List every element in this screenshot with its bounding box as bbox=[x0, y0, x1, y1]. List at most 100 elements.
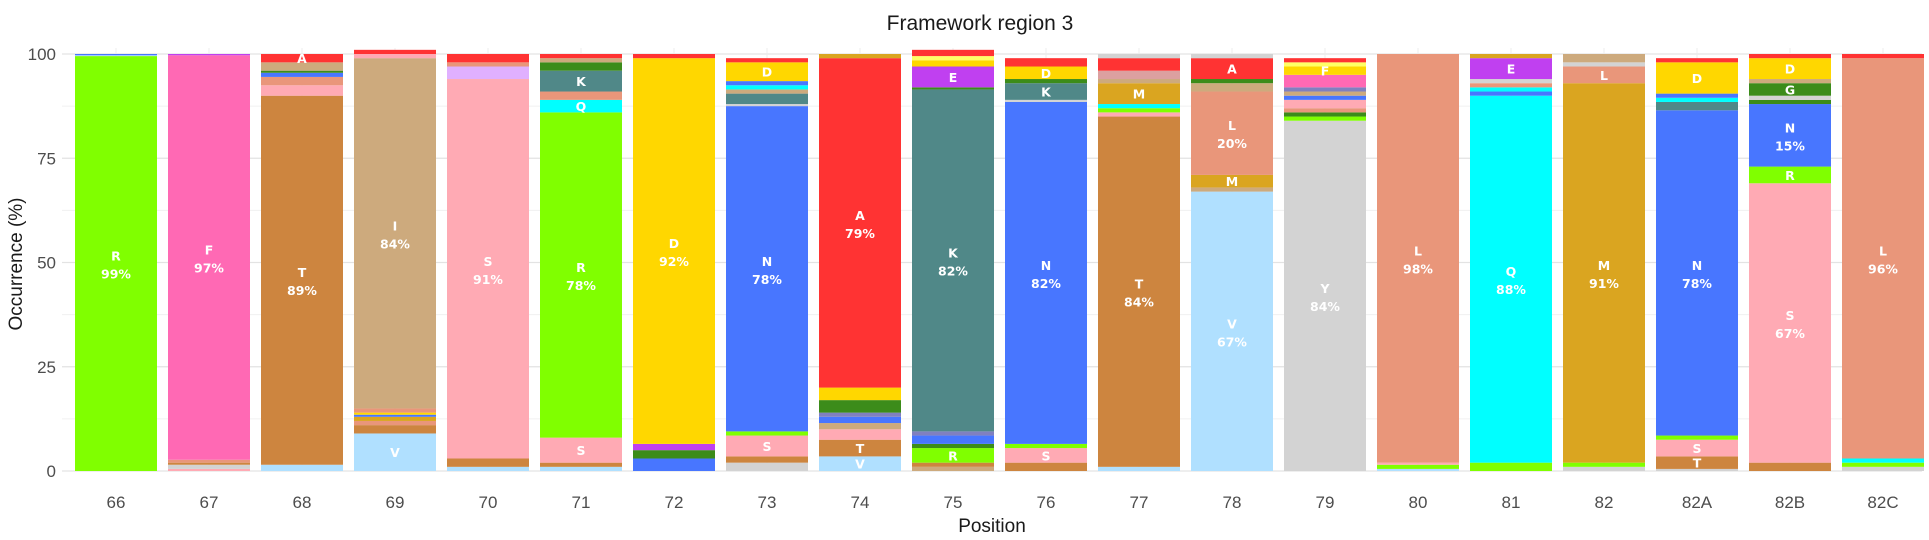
bar-segment-77-Q bbox=[1098, 104, 1180, 109]
bar-segment-77-S bbox=[1098, 112, 1180, 117]
segment-letter-label: K bbox=[1041, 85, 1052, 100]
bar-segment-78-M bbox=[1191, 174, 1273, 188]
bar-segment-75-A bbox=[912, 49, 994, 57]
x-tick-label: 77 bbox=[1130, 493, 1149, 512]
bar-segment-79-I bbox=[1284, 91, 1366, 96]
bar-segment-75-N bbox=[912, 435, 994, 444]
bar-segment-71-I bbox=[540, 58, 622, 63]
y-tick-label: 0 bbox=[47, 462, 56, 481]
bar-segment-80-L bbox=[1377, 54, 1459, 463]
bar-segment-82C-R bbox=[1842, 462, 1924, 467]
segment-letter-label: Q bbox=[1506, 264, 1517, 279]
bar-segment-75-I bbox=[912, 466, 994, 471]
bar-segment-79-S bbox=[1284, 99, 1366, 109]
bar-segment-82-Y bbox=[1563, 466, 1645, 471]
segment-letter-label: N bbox=[762, 254, 772, 269]
segment-letter-label: L bbox=[1414, 243, 1422, 258]
bar-segment-78-I bbox=[1191, 187, 1273, 192]
bar-segment-78-A bbox=[1191, 58, 1273, 80]
segment-letter-label: T bbox=[1135, 277, 1144, 292]
bar-segment-74-H bbox=[819, 412, 901, 417]
segment-letter-label: L bbox=[1879, 243, 1887, 258]
segment-percent-label: 99% bbox=[101, 267, 131, 282]
segment-letter-label: L bbox=[1600, 68, 1608, 83]
x-tick-label: 70 bbox=[479, 493, 498, 512]
bar-segment-70-T bbox=[447, 458, 529, 467]
bar-segment-67-S bbox=[168, 468, 250, 471]
segment-letter-label: K bbox=[576, 74, 587, 89]
y-tick-label: 75 bbox=[37, 149, 56, 168]
segment-letter-label: V bbox=[1227, 316, 1237, 331]
segment-letter-label: S bbox=[1041, 448, 1050, 463]
segment-letter-label: N bbox=[1785, 120, 1795, 135]
segment-percent-label: 78% bbox=[752, 272, 782, 287]
bar-segment-76-G bbox=[1005, 79, 1087, 84]
bar-segment-71-L bbox=[540, 91, 622, 100]
bar-segment-73-A bbox=[726, 58, 808, 63]
bar-segment-77-A bbox=[1098, 58, 1180, 71]
bar-segment-75-T bbox=[912, 462, 994, 467]
bar-segment-68-N bbox=[261, 72, 343, 77]
x-tick-label: 82 bbox=[1595, 493, 1614, 512]
bar-segment-79-R bbox=[1284, 116, 1366, 121]
x-tick-label: 72 bbox=[665, 493, 684, 512]
x-tick-label: 80 bbox=[1409, 493, 1428, 512]
segment-percent-label: 97% bbox=[194, 260, 224, 275]
segment-letter-label: F bbox=[1321, 64, 1330, 79]
bar-segment-74-M bbox=[819, 54, 901, 59]
bar-segment-78-V bbox=[1191, 191, 1273, 472]
segment-letter-label: F bbox=[205, 242, 214, 257]
y-tick-label: 50 bbox=[37, 254, 56, 273]
segment-percent-label: 84% bbox=[380, 236, 410, 251]
bar-segment-82B-S bbox=[1749, 183, 1831, 463]
bar-segment-71-A bbox=[540, 54, 622, 59]
bar-segment-78-L bbox=[1191, 91, 1273, 175]
bar-segment-73-I bbox=[726, 89, 808, 94]
x-tick-label: 82C bbox=[1867, 493, 1898, 512]
bar-segment-69-I bbox=[354, 58, 436, 409]
x-tick-label: 79 bbox=[1316, 493, 1335, 512]
bar-segment-82-R bbox=[1563, 462, 1645, 467]
bar-segment-69-L bbox=[354, 420, 436, 426]
segment-letter-label: S bbox=[1692, 441, 1701, 456]
segment-letter-label: D bbox=[669, 236, 679, 251]
bar-segment-76-T bbox=[1005, 462, 1087, 471]
bar-segment-72-G bbox=[633, 450, 715, 459]
bar-segment-74-D bbox=[819, 387, 901, 401]
bar-segment-75-D bbox=[912, 60, 994, 67]
bar-segment-69-A bbox=[354, 49, 436, 54]
segment-letter-label: M bbox=[1133, 87, 1145, 102]
bar-segment-82A-D bbox=[1656, 62, 1738, 94]
bar-segment-82-I bbox=[1563, 54, 1645, 63]
segment-percent-label: 91% bbox=[473, 272, 503, 287]
bar-segment-68-A bbox=[261, 54, 343, 63]
bar-segment-77-V bbox=[1098, 466, 1180, 471]
segment-letter-label: M bbox=[1226, 174, 1238, 189]
bar-segment-82A-K bbox=[1656, 101, 1738, 111]
segment-letter-label: S bbox=[483, 254, 492, 269]
bar-segment-79-D bbox=[1284, 66, 1366, 75]
bar-segment-71-R bbox=[540, 112, 622, 438]
bar-segment-74-A bbox=[819, 58, 901, 388]
bar-segment-81-Q bbox=[1470, 95, 1552, 463]
bar-segment-73-T bbox=[726, 456, 808, 463]
bar-segment-82B-G bbox=[1749, 83, 1831, 96]
segment-percent-label: 96% bbox=[1868, 261, 1898, 276]
bar-segment-71-G bbox=[540, 62, 622, 71]
bar-segment-71-K bbox=[540, 70, 622, 92]
segment-letter-label: R bbox=[948, 448, 958, 463]
segment-letter-label: G bbox=[1785, 82, 1795, 97]
bar-segment-74-I bbox=[819, 423, 901, 430]
bar-segment-82B-D bbox=[1749, 58, 1831, 80]
x-tick-label: 75 bbox=[944, 493, 963, 512]
bar-segment-70-W bbox=[447, 66, 529, 80]
bar-segment-76-Y bbox=[1005, 99, 1087, 102]
y-axis-label: Occurrence (%) bbox=[6, 197, 27, 330]
segment-percent-label: 15% bbox=[1775, 138, 1805, 153]
bar-segment-82A-Q bbox=[1656, 97, 1738, 102]
bar-segment-69-D bbox=[354, 412, 436, 415]
bar-segment-67-T bbox=[168, 462, 250, 465]
bar-segment-72-E bbox=[633, 443, 715, 451]
bar-segment-76-K bbox=[1005, 83, 1087, 100]
